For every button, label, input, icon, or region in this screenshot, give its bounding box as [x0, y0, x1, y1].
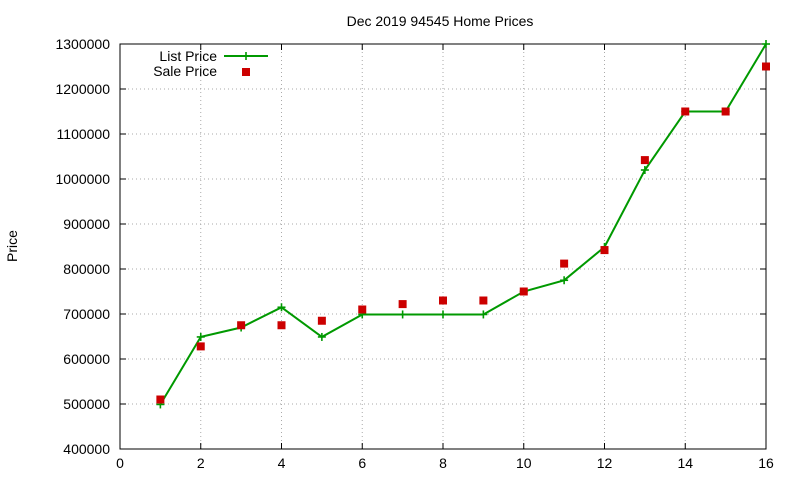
sale-price-point	[237, 321, 246, 330]
y-axis-tick-labels: 400000 500000 600000 700000 800000 900000 1000…	[55, 36, 110, 457]
x-tick-label: 14	[677, 455, 693, 471]
sale-price-point	[156, 395, 165, 404]
sale-price-point	[317, 316, 326, 325]
legend: List Price Sale Price	[153, 48, 268, 79]
sale-price-point	[600, 246, 609, 255]
y-tick-label: 800000	[63, 261, 110, 277]
y-tick-label: 400000	[63, 441, 110, 457]
list-price-point	[398, 310, 407, 319]
y-tick-label: 1200000	[55, 81, 110, 97]
grid	[120, 44, 766, 449]
sale-price-point	[560, 259, 569, 268]
legend-label-list-price: List Price	[159, 48, 217, 64]
sale-price-point	[439, 296, 447, 305]
list-price-point	[317, 332, 326, 341]
y-tick-label: 600000	[63, 351, 110, 367]
series	[156, 40, 770, 409]
list-price-point	[762, 40, 770, 48]
sale-price-point	[519, 287, 528, 296]
sale-price-point	[358, 305, 367, 314]
sale-price-point	[721, 107, 730, 116]
y-tick-label: 1300000	[55, 36, 110, 52]
sale-price-point	[681, 107, 690, 116]
legend-marker-list-price	[242, 52, 250, 60]
x-tick-label: 2	[197, 455, 205, 471]
y-axis-title: Price	[4, 230, 20, 262]
x-tick-label: 10	[516, 455, 532, 471]
x-tick-label: 6	[358, 455, 366, 471]
x-tick-label: 16	[758, 455, 774, 471]
sale-price-point	[398, 300, 407, 309]
list-price-point	[640, 166, 649, 174]
list-price-point	[439, 310, 447, 319]
series-line-list-price	[159, 43, 767, 405]
x-tick-label: 4	[278, 455, 286, 471]
list-price-point	[277, 303, 286, 312]
chart-title: Dec 2019 94545 Home Prices	[347, 13, 534, 29]
legend-marker-sale-price	[242, 68, 250, 76]
list-price-point	[479, 310, 488, 319]
sale-price-point	[196, 342, 205, 351]
legend-swatch-sale-price	[242, 68, 250, 76]
y-tick-label: 1000000	[55, 171, 110, 187]
list-price-point	[560, 276, 569, 285]
x-tick-label: 0	[116, 455, 124, 471]
sale-price-point	[640, 156, 649, 165]
legend-swatch-list-price	[224, 52, 268, 60]
y-tick-label: 1100000	[57, 126, 111, 142]
legend-label-sale-price: Sale Price	[153, 63, 217, 79]
y-tick-label: 700000	[63, 306, 110, 322]
sale-price-point	[479, 296, 488, 305]
y-tick-label: 900000	[63, 216, 110, 232]
list-price-point	[196, 332, 205, 341]
x-tick-label: 8	[439, 455, 447, 471]
x-tick-label: 12	[597, 455, 613, 471]
sale-price-point	[277, 321, 286, 330]
y-tick-label: 500000	[63, 396, 110, 412]
sale-price-point	[762, 62, 770, 71]
x-axis-tick-labels: 0 2 4 6 8 10 12 14 16	[116, 455, 774, 471]
